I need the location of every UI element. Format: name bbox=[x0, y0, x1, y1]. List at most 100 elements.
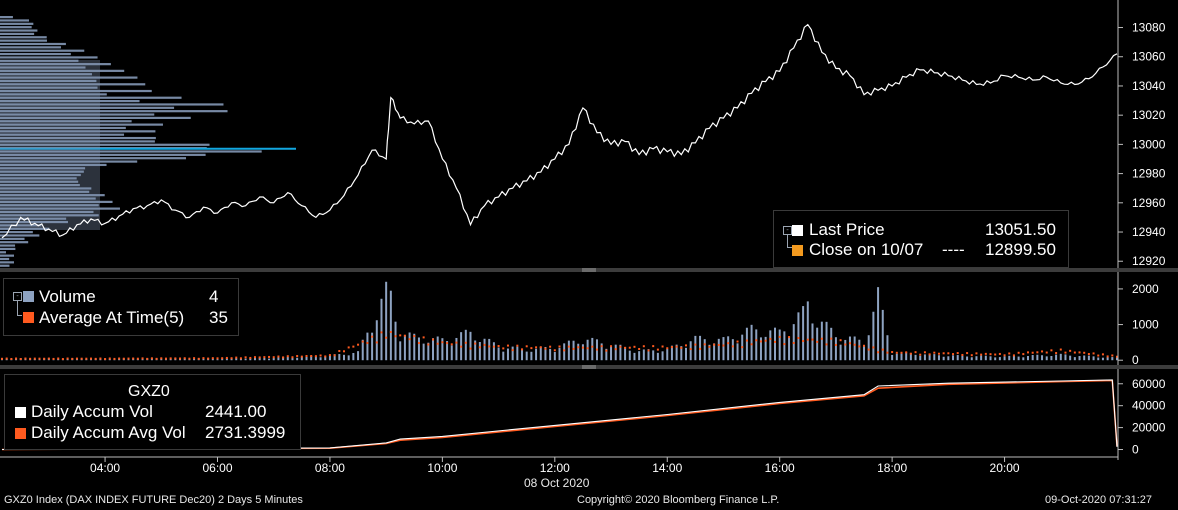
average-marker bbox=[792, 341, 795, 344]
volume-bar bbox=[628, 350, 631, 361]
volume-bar bbox=[713, 343, 716, 361]
panel-separators[interactable] bbox=[0, 268, 1178, 369]
volume-bar bbox=[937, 355, 940, 361]
average-marker bbox=[558, 345, 561, 348]
profile-bar bbox=[0, 194, 105, 197]
average-marker bbox=[239, 357, 242, 360]
average-marker bbox=[216, 357, 219, 360]
collapse-icon[interactable]: - bbox=[13, 292, 22, 301]
volume-bar bbox=[961, 355, 964, 361]
average-marker bbox=[314, 355, 317, 358]
volume-bar bbox=[1069, 355, 1072, 361]
volume-bar bbox=[647, 349, 650, 361]
profile-bar bbox=[0, 22, 34, 25]
profile-bar bbox=[0, 120, 132, 123]
volume-bar bbox=[333, 354, 336, 361]
volume-swatch bbox=[23, 291, 34, 302]
average-marker bbox=[253, 356, 256, 359]
average-marker bbox=[942, 352, 945, 355]
average-marker bbox=[699, 347, 702, 350]
volume-bar bbox=[422, 343, 425, 361]
average-marker bbox=[539, 346, 542, 349]
average-marker bbox=[778, 335, 781, 338]
average-swatch bbox=[23, 312, 34, 323]
volume-bar bbox=[1106, 357, 1109, 361]
axis-layer: 12920 12940 12960 12980 13000 13020 13040 13060… bbox=[0, 0, 1166, 475]
average-marker bbox=[389, 331, 392, 334]
average-marker bbox=[638, 347, 641, 350]
average-marker bbox=[605, 349, 608, 352]
price-legend: - Last Price 13051.50 Close on 10/07 ---… bbox=[773, 210, 1069, 268]
volume-bar bbox=[1055, 354, 1058, 361]
average-marker bbox=[1017, 351, 1020, 354]
x-tick-label: 20:00 bbox=[990, 461, 1020, 475]
average-marker bbox=[380, 331, 383, 334]
average-marker bbox=[881, 348, 884, 351]
average-marker bbox=[577, 346, 580, 349]
average-marker bbox=[764, 339, 767, 342]
average-marker bbox=[675, 345, 678, 348]
average-marker bbox=[530, 347, 533, 350]
average-marker bbox=[984, 352, 987, 355]
average-marker bbox=[71, 357, 74, 360]
date-label: 08 Oct 2020 bbox=[524, 476, 590, 490]
collapse-icon[interactable]: - bbox=[783, 226, 792, 235]
average-marker bbox=[460, 345, 463, 348]
volume-bar bbox=[591, 337, 594, 361]
average-marker bbox=[816, 340, 819, 343]
volume-bar bbox=[324, 356, 327, 361]
volume-bar bbox=[539, 346, 542, 361]
volume-bar bbox=[296, 357, 299, 361]
average-marker bbox=[895, 351, 898, 354]
profile-bar bbox=[0, 93, 107, 96]
daily-accum-vol-swatch bbox=[15, 407, 26, 418]
average-marker bbox=[666, 347, 669, 350]
profile-bar bbox=[0, 133, 125, 136]
average-marker bbox=[408, 338, 411, 341]
profile-bar bbox=[0, 257, 10, 261]
average-marker bbox=[361, 340, 364, 343]
price-tick-label: 12980 bbox=[1132, 167, 1166, 181]
average-marker bbox=[905, 351, 908, 354]
average-marker bbox=[591, 345, 594, 348]
x-tick-label: 16:00 bbox=[765, 461, 795, 475]
average-marker bbox=[506, 344, 509, 347]
daily-accum-vol-value: 2441.00 bbox=[205, 402, 267, 421]
volume-bar bbox=[1045, 356, 1048, 361]
average-marker bbox=[820, 337, 823, 340]
average-marker bbox=[581, 346, 584, 349]
average-marker bbox=[759, 340, 762, 343]
profile-bar bbox=[0, 59, 79, 62]
average-marker bbox=[891, 351, 894, 354]
profile-bar bbox=[0, 247, 16, 251]
average-marker bbox=[750, 343, 753, 346]
average-marker bbox=[839, 339, 842, 342]
average-marker bbox=[966, 352, 969, 355]
x-tick-label: 12:00 bbox=[540, 461, 570, 475]
volume-bar bbox=[464, 329, 467, 361]
average-marker bbox=[268, 355, 271, 358]
average-marker bbox=[867, 348, 870, 351]
volume-bar bbox=[380, 298, 383, 361]
average-marker bbox=[994, 353, 997, 356]
profile-bar bbox=[0, 220, 68, 224]
volume-bar bbox=[1012, 355, 1015, 361]
volume-bar bbox=[975, 356, 978, 361]
average-marker bbox=[947, 352, 950, 355]
average-marker bbox=[357, 343, 360, 346]
average-marker bbox=[347, 346, 350, 349]
volume-bar bbox=[1116, 357, 1118, 361]
profile-bar bbox=[0, 123, 163, 126]
volume-bar bbox=[253, 357, 256, 361]
average-marker bbox=[122, 357, 125, 360]
volume-bar bbox=[488, 338, 491, 361]
average-marker bbox=[502, 347, 505, 350]
average-marker bbox=[375, 341, 378, 344]
volume-bar bbox=[216, 359, 219, 361]
average-marker bbox=[783, 343, 786, 346]
average-marker bbox=[478, 346, 481, 349]
average-marker bbox=[394, 335, 397, 338]
price-tick-label: 13000 bbox=[1132, 137, 1166, 151]
average-marker bbox=[933, 351, 936, 354]
